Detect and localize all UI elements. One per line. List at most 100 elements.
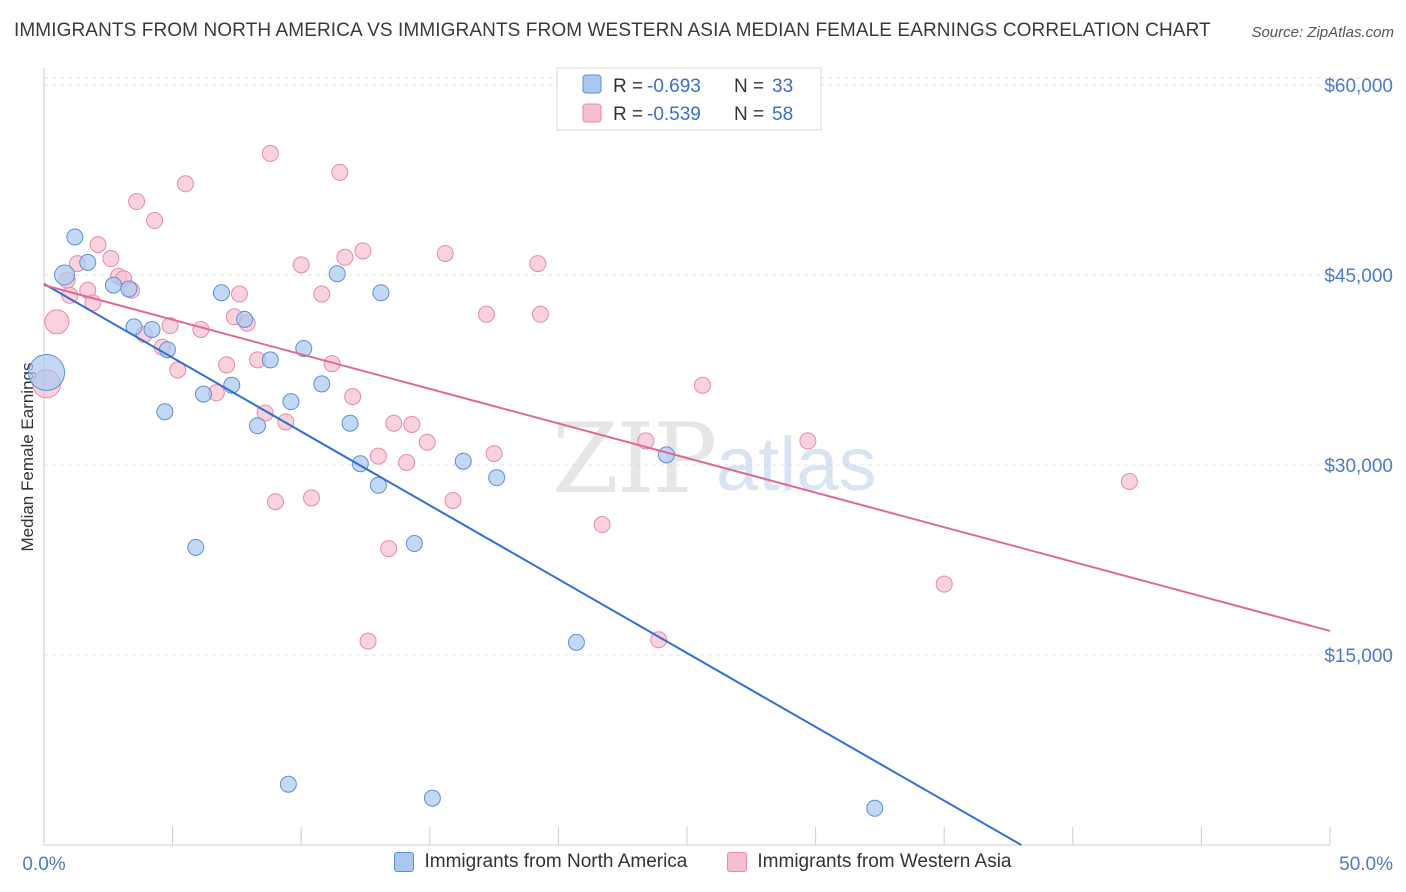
data-point[interactable] — [169, 361, 187, 379]
data-point[interactable] — [485, 445, 503, 463]
data-point[interactable] — [79, 253, 97, 271]
data-point[interactable] — [444, 491, 462, 509]
data-point[interactable] — [423, 789, 441, 807]
data-point[interactable] — [799, 432, 817, 450]
data-point[interactable] — [266, 493, 284, 511]
data-point[interactable] — [369, 476, 387, 494]
data-point[interactable] — [313, 285, 331, 303]
stats-r-label-1: R = — [613, 76, 643, 97]
chart-title: IMMIGRANTS FROM NORTH AMERICA VS IMMIGRA… — [14, 20, 1211, 41]
data-point[interactable] — [236, 310, 254, 328]
data-point[interactable] — [359, 632, 377, 650]
y-tick-label: $15,000 — [1324, 646, 1393, 667]
series-north-america — [28, 228, 884, 817]
source-label: Source: ZipAtlas.com — [1251, 24, 1394, 41]
data-point[interactable] — [354, 242, 372, 260]
watermark-atlas: atlas — [716, 422, 877, 507]
trend-line-western-asia — [43, 284, 1331, 632]
data-point[interactable] — [418, 433, 436, 451]
legend-swatch-north-america — [394, 852, 415, 872]
data-point[interactable] — [212, 284, 230, 302]
data-point[interactable] — [156, 403, 174, 421]
legend-item-western-asia[interactable]: Immigrants from Western Asia — [727, 851, 1012, 873]
data-point[interactable] — [454, 452, 472, 470]
legend-label-north-america: Immigrants from North America — [424, 851, 688, 872]
data-point[interactable] — [295, 339, 313, 357]
data-point[interactable] — [866, 799, 884, 817]
data-point[interactable] — [380, 540, 398, 558]
data-point[interactable] — [89, 236, 107, 254]
data-point[interactable] — [279, 775, 297, 793]
trend-line-north-america — [43, 282, 1022, 846]
data-point[interactable] — [398, 453, 416, 471]
data-point[interactable] — [567, 633, 585, 651]
data-point[interactable] — [44, 309, 70, 335]
data-point[interactable] — [531, 305, 549, 323]
data-point[interactable] — [477, 305, 495, 323]
stats-r-value-2: -0.539 — [647, 104, 701, 125]
data-point[interactable] — [313, 375, 331, 393]
stats-n-value-1: 33 — [772, 76, 793, 97]
data-point[interactable] — [282, 393, 300, 411]
stats-swatch-blue — [582, 74, 602, 94]
x-tick-label-min: 0.0% — [22, 854, 65, 875]
data-point[interactable] — [292, 256, 310, 274]
stats-n-label-2: N = — [734, 104, 764, 125]
data-point[interactable] — [1120, 472, 1138, 490]
data-point[interactable] — [248, 417, 266, 435]
legend-label-western-asia: Immigrants from Western Asia — [757, 851, 1012, 872]
legend-item-north-america[interactable]: Immigrants from North America — [394, 851, 687, 873]
data-point[interactable] — [28, 354, 66, 392]
trend-lines — [43, 282, 1331, 846]
data-point[interactable] — [102, 250, 120, 268]
data-point[interactable] — [218, 356, 236, 374]
data-point[interactable] — [104, 276, 122, 294]
data-point[interactable] — [120, 280, 138, 298]
data-point[interactable] — [935, 575, 953, 593]
data-point[interactable] — [261, 144, 279, 162]
data-point[interactable] — [230, 285, 248, 303]
data-point[interactable] — [488, 469, 506, 487]
data-point[interactable] — [436, 244, 454, 262]
data-point[interactable] — [403, 415, 421, 433]
watermark: ZIP atlas — [552, 403, 877, 515]
data-point[interactable] — [143, 320, 161, 338]
data-point[interactable] — [302, 489, 320, 507]
data-point[interactable] — [323, 355, 341, 373]
data-point[interactable] — [176, 175, 194, 193]
data-point[interactable] — [336, 248, 354, 266]
data-point[interactable] — [328, 265, 346, 283]
data-point[interactable] — [385, 414, 403, 432]
data-point[interactable] — [650, 631, 668, 649]
data-point[interactable] — [146, 212, 164, 230]
data-point[interactable] — [405, 535, 423, 553]
stats-r-label-2: R = — [613, 104, 643, 125]
data-point[interactable] — [128, 193, 146, 211]
y-tick-labels: $15,000 $30,000 $45,000 $60,000 — [1324, 76, 1393, 667]
data-point[interactable] — [372, 284, 390, 302]
stats-swatch-pink — [582, 103, 602, 123]
data-point[interactable] — [344, 388, 362, 406]
data-point[interactable] — [331, 163, 349, 181]
legend-swatch-western-asia — [727, 852, 748, 872]
chart-legend: Immigrants from North America Immigrants… — [0, 851, 1406, 873]
stats-r-value-1: -0.693 — [647, 76, 701, 97]
data-point[interactable] — [161, 317, 179, 335]
data-point[interactable] — [693, 376, 711, 394]
data-point[interactable] — [341, 414, 359, 432]
data-point[interactable] — [54, 264, 76, 286]
data-point[interactable] — [187, 538, 205, 556]
data-point[interactable] — [261, 351, 279, 369]
x-tick-label-max: 50.0% — [1339, 854, 1393, 875]
data-point[interactable] — [369, 447, 387, 465]
stats-n-value-2: 58 — [772, 104, 793, 125]
stats-legend-box: R = -0.693 N = 33 R = -0.539 N = 58 — [556, 67, 822, 131]
data-point[interactable] — [529, 255, 547, 273]
y-tick-label: $60,000 — [1324, 76, 1393, 97]
x-ticks — [43, 827, 1331, 845]
gridlines — [44, 77, 1393, 656]
data-point[interactable] — [194, 385, 212, 403]
data-point[interactable] — [66, 228, 84, 246]
data-point[interactable] — [593, 516, 611, 534]
